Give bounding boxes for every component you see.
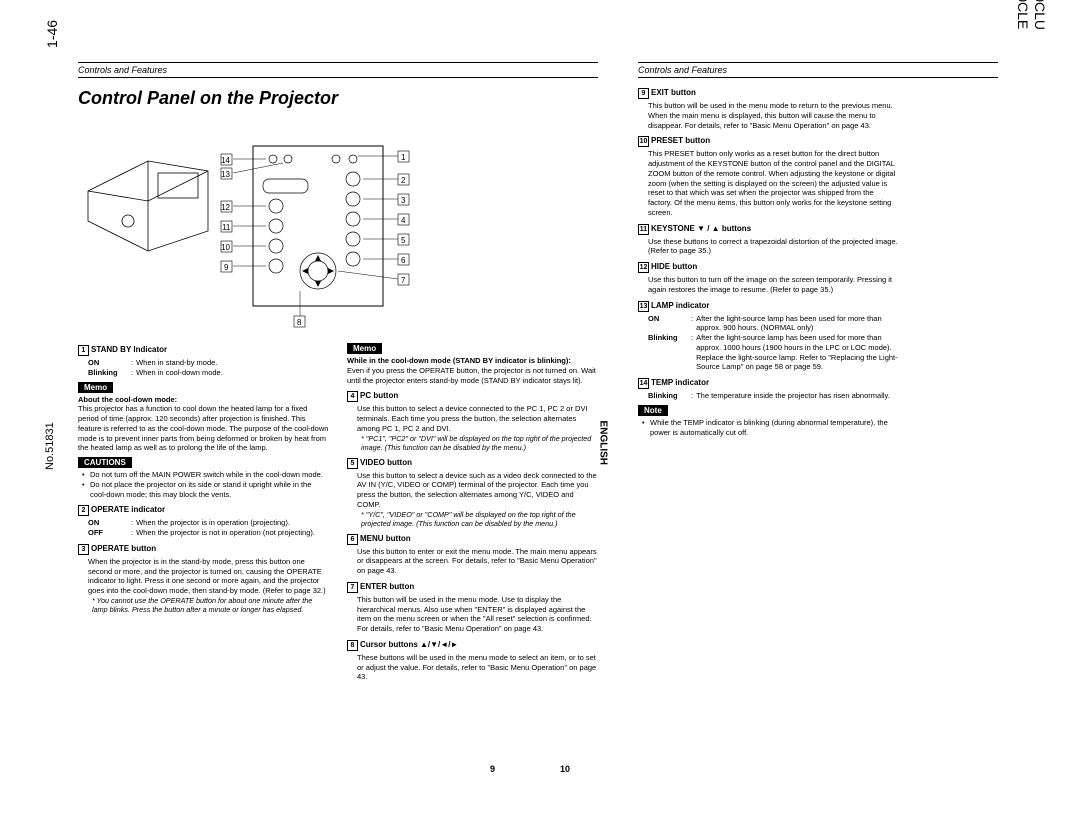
note-list: While the TEMP indicator is blinking (du… [642,418,898,438]
item-5-body: Use this button to select a device such … [357,471,598,510]
item-4-title: 4PC button [347,391,598,402]
left-page: Controls and Features Control Panel on t… [78,62,598,682]
memo-subtitle-1: About the cool-down mode: [78,395,329,405]
item-9-title: 9EXIT button [638,88,898,99]
note-label: Note [638,405,668,416]
item-7-body: This button will be used in the menu mod… [357,595,598,634]
item-7-title: 7ENTER button [347,582,598,593]
svg-text:13: 13 [221,170,230,179]
item-6-body: Use this button to enter or exit the men… [357,547,598,576]
memo-subtitle-2: While in the cool-down mode (STAND BY in… [347,356,598,366]
svg-text:12: 12 [221,203,230,212]
memo-label-1: Memo [78,382,113,393]
footer-right: 10 [560,764,570,774]
item-12-title: 12HIDE button [638,262,898,273]
item-1-title: 1STAND BY Indicator [78,345,329,356]
item-3-body: When the projector is in the stand-by mo… [88,557,329,596]
svg-text:5: 5 [401,236,406,245]
item-14-title: 14TEMP indicator [638,378,898,389]
svg-text:10: 10 [221,243,230,252]
item-10-body: This PRESET button only works as a reset… [648,149,898,217]
caution-1: Do not turn off the MAIN POWER switch wh… [82,470,329,480]
item-5-note: * "Y/C", "VIDEO" or "COMP" will be displ… [361,510,598,528]
svg-text:9: 9 [224,263,229,272]
cautions-label: CAUTIONS [78,457,132,468]
right-page: Controls and Features 9EXIT button This … [638,62,998,682]
item-5-title: 5VIDEO button [347,458,598,469]
memo-body-1: This projector has a function to cool do… [78,404,329,453]
header-right: Controls and Features [638,65,998,78]
cautions-list: Do not turn off the MAIN POWER switch wh… [82,470,329,499]
svg-text:7: 7 [401,276,406,285]
item-8-body: These buttons will be used in the menu m… [357,653,598,682]
item-3-title: 3OPERATE button [78,544,329,555]
item-11-title: 11KEYSTONE ▼ / ▲ buttons [638,224,898,235]
item-8-title: 8Cursor buttons ▲/▼/◄/► [347,640,598,651]
footer-left: 9 [490,764,495,774]
model-numbers: DLA-G150CLU DLA-G150CLE [1014,0,1048,30]
item-10-title: 10PRESET button [638,136,898,147]
caution-2: Do not place the projector on its side o… [82,480,329,500]
item-2-title: 2OPERATE indicator [78,505,329,516]
left-subcol: 1STAND BY Indicator ON:When in stand-by … [78,339,329,682]
side-page-number: 1-46 [44,20,60,48]
page-title: Control Panel on the Projector [78,88,598,109]
svg-text:6: 6 [401,256,406,265]
mid-subcol: Memo While in the cool-down mode (STAND … [347,339,598,682]
svg-text:4: 4 [401,216,406,225]
item-11-body: Use these buttons to correct a trapezoid… [648,237,898,257]
header-left: Controls and Features [78,65,598,78]
item-4-note: * "PC1", "PC2" or "DVI" will be displaye… [361,434,598,452]
control-panel-diagram: 1 2 3 4 5 6 7 14 13 12 11 10 9 [78,121,478,331]
item-13-title: 13LAMP indicator [638,301,898,312]
model-1: DLA-G150CLU [1031,0,1048,30]
item-3-note: * You cannot use the OPERATE button for … [92,596,329,614]
item-4-body: Use this button to select a device conne… [357,404,598,433]
note-1: While the TEMP indicator is blinking (du… [642,418,898,438]
item-12-body: Use this button to turn off the image on… [648,275,898,295]
content: Controls and Features Control Panel on t… [78,62,998,682]
doc-number: No.51831 [44,422,56,470]
model-2: DLA-G150CLE [1014,0,1031,30]
svg-text:3: 3 [401,196,406,205]
item-6-title: 6MENU button [347,534,598,545]
item-9-body: This button will be used in the menu mod… [648,101,898,130]
memo-body-2: Even if you press the OPERATE button, th… [347,366,598,386]
svg-text:8: 8 [297,318,302,327]
svg-text:1: 1 [401,153,406,162]
svg-text:14: 14 [221,156,230,165]
svg-text:2: 2 [401,176,406,185]
memo-label-2: Memo [347,343,382,354]
svg-text:11: 11 [222,223,231,232]
